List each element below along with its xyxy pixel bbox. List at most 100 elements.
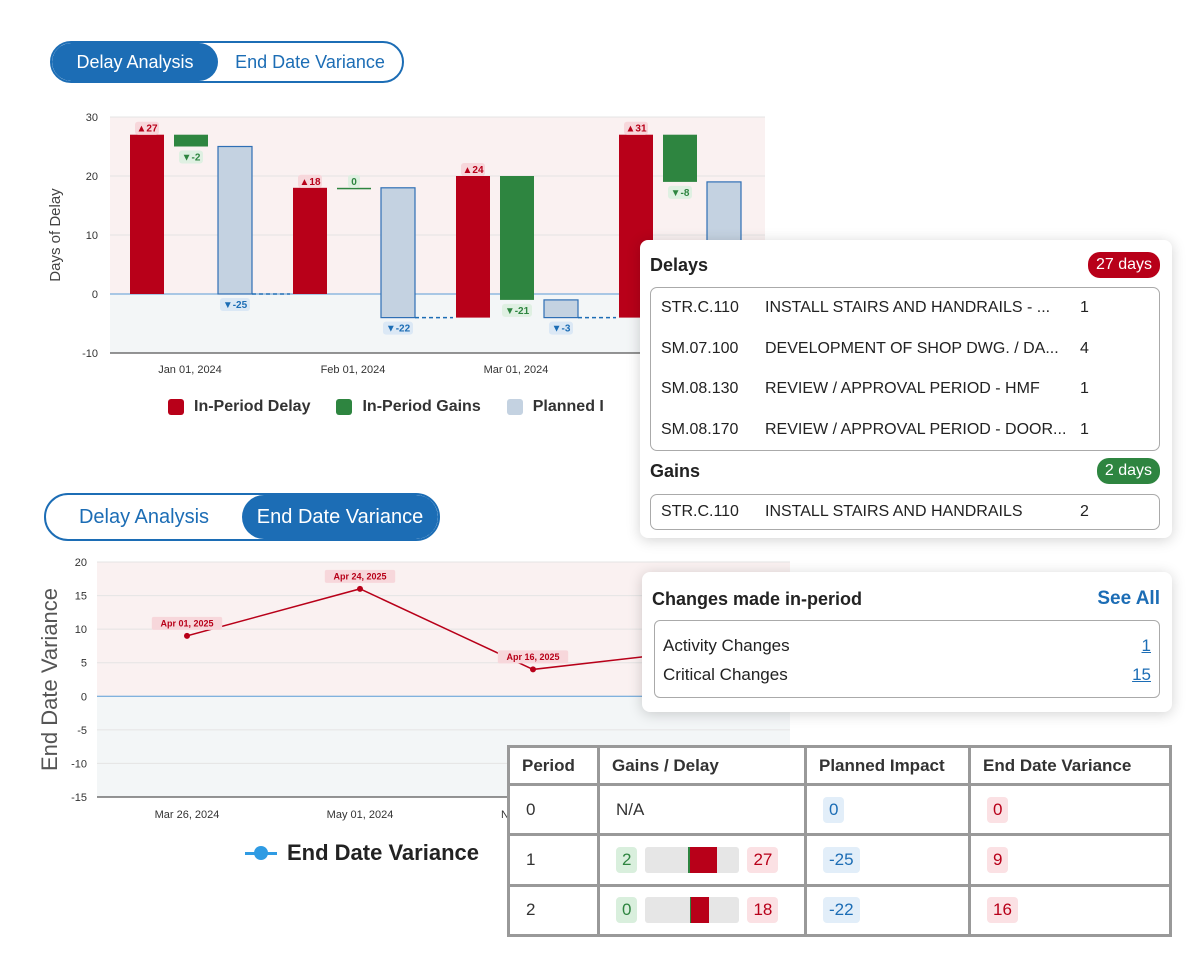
gain-label-bg — [668, 185, 692, 199]
y-tick-label: 15 — [75, 591, 87, 603]
list-item[interactable]: STR.C.110 INSTALL STAIRS AND HANDRAILS 2 — [651, 495, 1159, 529]
activity-code: SM.08.130 — [661, 380, 739, 398]
gain-bar-fill — [688, 846, 691, 873]
legend-planned-impact[interactable]: Planned I — [506, 398, 604, 416]
y-tick-label: 30 — [86, 112, 98, 124]
gain-data-label: ▼-21 — [505, 306, 530, 317]
legend-label-variance: End Date Variance — [287, 840, 479, 865]
delays-header: Delays 27 days — [650, 252, 1160, 278]
list-item[interactable]: SM.07.100 DEVELOPMENT OF SHOP DWG. / DA..… — [651, 329, 1159, 370]
period-cell: 1 — [507, 833, 600, 887]
gain-bar — [663, 134, 697, 182]
delay-data-label: ▲31 — [625, 124, 646, 135]
gain-tag: 2 — [616, 846, 638, 873]
activity-desc: INSTALL STAIRS AND HANDRAILS — [765, 503, 1023, 520]
period-cell: 0 — [507, 782, 600, 837]
x-tick-label: Mar 26, 2024 — [155, 809, 220, 821]
changes-card: Changes made in-period See All Activity … — [642, 572, 1172, 712]
activity-desc: DEVELOPMENT OF SHOP DWG. / DA... — [765, 339, 1059, 357]
table-header-row: Period Gains / Delay Planned Impact End … — [507, 745, 1172, 786]
gain-bar-fill — [690, 897, 692, 924]
x-tick-label: May 01, 2024 — [327, 809, 394, 821]
legend-label-gains: In-Period Gains — [362, 398, 481, 415]
point-label: Apr 24, 2025 — [333, 571, 386, 581]
y-tick-label: 20 — [75, 557, 87, 569]
tab-delay-analysis[interactable]: Delay Analysis — [78, 505, 210, 528]
list-item[interactable]: STR.C.110 INSTALL STAIRS AND HANDRAILS - … — [651, 288, 1159, 329]
activity-desc: REVIEW / APPROVAL PERIOD - DOOR... — [765, 420, 1067, 438]
activity-desc: REVIEW / APPROVAL PERIOD - HMF — [765, 380, 1040, 398]
see-all-link[interactable]: See All — [1097, 588, 1160, 609]
tab-end-date-variance[interactable]: End Date Variance — [235, 51, 385, 72]
planned-data-label: ▼-22 — [386, 324, 411, 335]
gain-label-bg — [348, 174, 360, 188]
gains-delay-cell: N/A — [597, 782, 807, 837]
gain-label-bg — [179, 150, 203, 164]
y-axis-title: Days of Delay — [47, 188, 64, 282]
legend-in-period-gains[interactable]: In-Period Gains — [336, 398, 481, 416]
activity-changes-link[interactable]: 1 — [1141, 635, 1151, 655]
activity-days: 1 — [1080, 380, 1089, 398]
activity-desc: INSTALL STAIRS AND HANDRAILS - ... — [765, 299, 1051, 317]
gains-delay-bar — [645, 897, 740, 924]
y-tick-label: -10 — [71, 758, 87, 770]
gain-bar — [174, 134, 208, 147]
legend-label-delay: In-Period Delay — [194, 398, 311, 415]
legend-swatch-gains — [336, 399, 353, 415]
delay-data-label: ▲24 — [462, 165, 483, 176]
gains-badge: 2 days — [1096, 458, 1160, 484]
table-row[interactable]: 0 N/A 0 0 — [507, 782, 1172, 837]
changes-header: Changes made in-period See All — [652, 588, 1160, 610]
delay-label-bg — [135, 121, 159, 135]
column-header-end-date-variance: End Date Variance — [968, 745, 1172, 786]
delay-tag: 27 — [747, 846, 779, 873]
planned-cell: -22 — [804, 883, 971, 938]
period-table: Period Gains / Delay Planned Impact End … — [507, 745, 1172, 938]
planned-cell: -25 — [804, 833, 971, 887]
delay-tag: 18 — [747, 897, 779, 924]
activity-code: STR.C.110 — [661, 503, 739, 520]
planned-bar — [543, 299, 579, 319]
y-tick-label: 10 — [86, 230, 98, 242]
planned-data-label: ▼-25 — [223, 300, 248, 311]
list-item[interactable]: SM.08.130 REVIEW / APPROVAL PERIOD - HMF 1 — [651, 369, 1159, 410]
tab-end-date-variance[interactable]: End Date Variance — [242, 495, 438, 539]
table-row[interactable]: 1 2 27 -25 9 — [507, 833, 1172, 887]
table-row[interactable]: 2 0 18 -22 16 — [507, 883, 1172, 938]
gains-delay-cell: 2 27 — [597, 833, 807, 887]
planned-data-label: ▼-3 — [552, 324, 571, 335]
delay-bar — [456, 176, 490, 318]
tab-delay-analysis[interactable]: Delay Analysis — [52, 43, 218, 81]
gains-list: STR.C.110 INSTALL STAIRS AND HANDRAILS 2 — [650, 494, 1160, 530]
variance-tag: 16 — [987, 897, 1018, 924]
planned-label-bg — [220, 298, 250, 311]
y-tick-label: 0 — [92, 289, 98, 301]
data-point — [184, 632, 190, 639]
planned-cell: 0 — [804, 782, 971, 837]
legend-in-period-delay[interactable]: In-Period Delay — [168, 398, 310, 416]
column-header-planned-impact: Planned Impact — [804, 745, 971, 786]
period-cell: 2 — [507, 883, 600, 938]
gains-title: Gains — [650, 460, 701, 481]
critical-changes-link[interactable]: 15 — [1132, 664, 1151, 684]
legend-swatch-planned — [506, 399, 523, 415]
gain-tag: 0 — [616, 897, 638, 924]
planned-label-bg — [549, 321, 573, 335]
activity-days: 1 — [1080, 420, 1089, 438]
activity-code: SM.08.170 — [661, 420, 739, 438]
delay-bar — [293, 187, 327, 294]
legend-end-date-variance[interactable]: End Date Variance — [245, 840, 479, 866]
gains-delay-bar — [645, 846, 740, 873]
y-tick-label: 0 — [81, 691, 87, 703]
x-tick-label: Mar 01, 2024 — [484, 364, 549, 376]
planned-tag: -25 — [823, 846, 860, 873]
point-label: Apr 01, 2025 — [160, 618, 213, 628]
list-item[interactable]: SM.08.170 REVIEW / APPROVAL PERIOD - DOOR… — [651, 410, 1159, 451]
delay-data-label: ▲27 — [136, 124, 157, 135]
variance-chart-legend: End Date Variance — [245, 840, 479, 866]
legend-label-planned: Planned I — [532, 398, 604, 415]
activity-days: 4 — [1080, 339, 1089, 357]
column-header-period: Period — [507, 745, 600, 786]
y-axis-title: End Date Variance — [37, 588, 62, 771]
data-point — [530, 666, 536, 673]
